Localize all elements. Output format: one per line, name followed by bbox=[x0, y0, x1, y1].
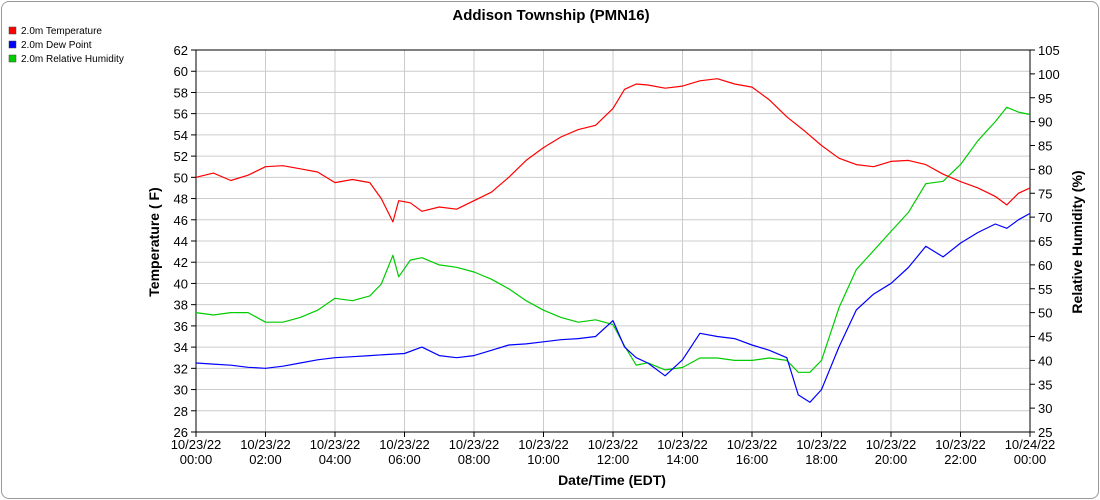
y-right-tick-label: 70 bbox=[1038, 210, 1052, 225]
x-tick-label-time: 10:00 bbox=[527, 452, 560, 467]
y-left-tick-label: 50 bbox=[174, 170, 188, 185]
chart-title: Addison Township (PMN16) bbox=[452, 7, 649, 24]
y-right-tick-label: 95 bbox=[1038, 91, 1052, 106]
y-right-tick-label: 85 bbox=[1038, 139, 1052, 154]
y-left-tick-label: 46 bbox=[174, 213, 188, 228]
y-right-tick-label: 35 bbox=[1038, 377, 1052, 392]
x-tick-label-date: 10/23/22 bbox=[935, 437, 986, 452]
x-tick-label-time: 18:00 bbox=[805, 452, 838, 467]
x-axis-title: Date/Time (EDT) bbox=[558, 472, 666, 488]
y-right-tick-label: 65 bbox=[1038, 234, 1052, 249]
y-left-tick-label: 48 bbox=[174, 192, 188, 207]
y-left-tick-label: 26 bbox=[174, 425, 188, 440]
y-left-tick-label: 34 bbox=[174, 340, 188, 355]
y-right-tick-label: 30 bbox=[1038, 401, 1052, 416]
x-tick-label-time: 02:00 bbox=[249, 452, 282, 467]
y-right-tick-label: 55 bbox=[1038, 282, 1052, 297]
legend-label: 2.0m Dew Point bbox=[21, 40, 92, 51]
y-left-tick-label: 36 bbox=[174, 319, 188, 334]
series-line-2-0m-temperature bbox=[195, 78, 1031, 223]
y-left-tick-label: 42 bbox=[174, 255, 188, 270]
x-tick-label-time: 08:00 bbox=[458, 452, 491, 467]
x-tick-label-time: 16:00 bbox=[736, 452, 769, 467]
x-tick-label-date: 10/23/22 bbox=[449, 437, 500, 452]
y-left-tick-label: 40 bbox=[174, 276, 188, 291]
y-left-tick-label: 56 bbox=[174, 107, 188, 122]
y-left-tick-label: 38 bbox=[174, 298, 188, 313]
y-left-tick-label: 32 bbox=[174, 361, 188, 376]
y-axis-right-ticks: 25 30 35 40 45 50 55 60 65 70 75 80 85 90 95 100 105 bbox=[1030, 43, 1060, 440]
x-tick-label-time: 20:00 bbox=[875, 452, 908, 467]
x-tick-label-date: 10/23/22 bbox=[310, 437, 361, 452]
y-axis-right-title: Relative Humidity (%) bbox=[1069, 170, 1085, 313]
x-tick-label-date: 10/23/22 bbox=[796, 437, 847, 452]
legend-swatch bbox=[8, 26, 17, 35]
x-tick-label-time: 22:00 bbox=[944, 452, 977, 467]
x-axis-ticks: 10/23/2200:0010/23/2202:0010/23/2204:001… bbox=[171, 432, 1056, 467]
x-tick-label-time: 04:00 bbox=[319, 452, 352, 467]
y-axis-left-ticks: 26 28 30 32 34 36 38 40 42 44 46 48 50 52 54 56 58 60 62 bbox=[174, 43, 196, 440]
x-tick-label-date: 10/23/22 bbox=[171, 437, 222, 452]
y-left-tick-label: 52 bbox=[174, 149, 188, 164]
legend: 2.0m Temperature 2.0m Dew Point 2.0m Relat… bbox=[8, 26, 124, 65]
y-right-tick-label: 40 bbox=[1038, 353, 1052, 368]
series-line-2-0m-dew-point bbox=[195, 212, 1031, 403]
legend-swatch bbox=[8, 54, 17, 63]
grid bbox=[195, 49, 1031, 433]
y-right-tick-label: 90 bbox=[1038, 115, 1052, 130]
x-tick-label-date: 10/23/22 bbox=[379, 437, 430, 452]
x-tick-label-date: 10/23/22 bbox=[588, 437, 639, 452]
legend-label: 2.0m Relative Humidity bbox=[21, 54, 124, 65]
legend-swatch bbox=[8, 40, 17, 49]
y-axis-left-title: Temperature ( F) bbox=[146, 187, 162, 296]
x-tick-label-date: 10/23/22 bbox=[518, 437, 569, 452]
y-right-tick-label: 25 bbox=[1038, 425, 1052, 440]
x-tick-label-date: 10/23/22 bbox=[727, 437, 778, 452]
series-line-2-0m-relative-humidity bbox=[195, 106, 1031, 373]
y-right-tick-label: 60 bbox=[1038, 258, 1052, 273]
x-tick-label-time: 12:00 bbox=[597, 452, 630, 467]
x-tick-label-time: 06:00 bbox=[388, 452, 421, 467]
x-tick-label-date: 10/23/22 bbox=[240, 437, 291, 452]
x-tick-label-date: 10/23/22 bbox=[866, 437, 917, 452]
x-tick-label-time: 00:00 bbox=[1014, 452, 1047, 467]
y-right-tick-label: 50 bbox=[1038, 306, 1052, 321]
y-left-tick-label: 58 bbox=[174, 85, 188, 100]
y-left-tick-label: 62 bbox=[174, 43, 188, 58]
series-layer bbox=[195, 78, 1031, 403]
y-left-tick-label: 44 bbox=[174, 234, 188, 249]
y-left-tick-label: 30 bbox=[174, 383, 188, 398]
x-tick-label-date: 10/23/22 bbox=[657, 437, 708, 452]
y-right-tick-label: 45 bbox=[1038, 330, 1052, 345]
x-tick-label-time: 00:00 bbox=[180, 452, 213, 467]
y-right-tick-label: 105 bbox=[1038, 43, 1060, 58]
y-right-tick-label: 100 bbox=[1038, 67, 1060, 82]
y-right-tick-label: 75 bbox=[1038, 186, 1052, 201]
y-left-tick-label: 28 bbox=[174, 404, 188, 419]
y-left-tick-label: 54 bbox=[174, 128, 188, 143]
y-right-tick-label: 80 bbox=[1038, 162, 1052, 177]
y-left-tick-label: 60 bbox=[174, 64, 188, 79]
x-tick-label-time: 14:00 bbox=[666, 452, 699, 467]
x-tick-label-date: 10/24/22 bbox=[1005, 437, 1056, 452]
legend-label: 2.0m Temperature bbox=[21, 26, 102, 37]
